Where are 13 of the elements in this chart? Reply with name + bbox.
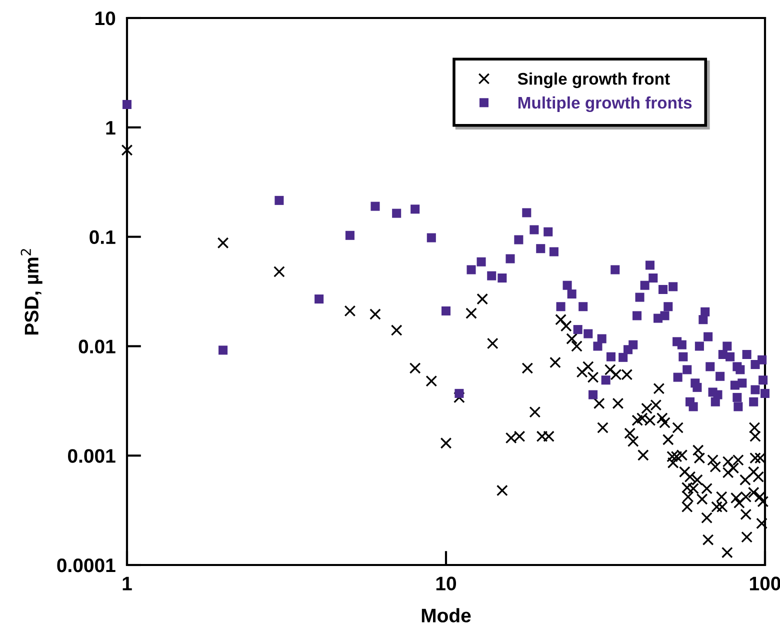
- y-tick-label: 0.0001: [57, 558, 116, 572]
- legend-label: Multiple growth fronts: [518, 96, 692, 112]
- y-axis-title: PSD, µm$^{2}$: [20, 249, 42, 335]
- y-tick-label: 1: [106, 121, 116, 134]
- y-tick-label: 0.01: [78, 340, 116, 354]
- y-tick-label: 0.1: [90, 230, 116, 244]
- x-tick-label: 100: [750, 576, 780, 590]
- x-tick-label: 10: [436, 576, 456, 590]
- y-tick-label: 10: [95, 11, 116, 26]
- legend-label: Single growth front: [518, 72, 670, 88]
- x-axis-title: Mode: [422, 608, 471, 622]
- x-tick-label: 1: [122, 576, 132, 590]
- y-tick-label: 0.001: [68, 449, 116, 463]
